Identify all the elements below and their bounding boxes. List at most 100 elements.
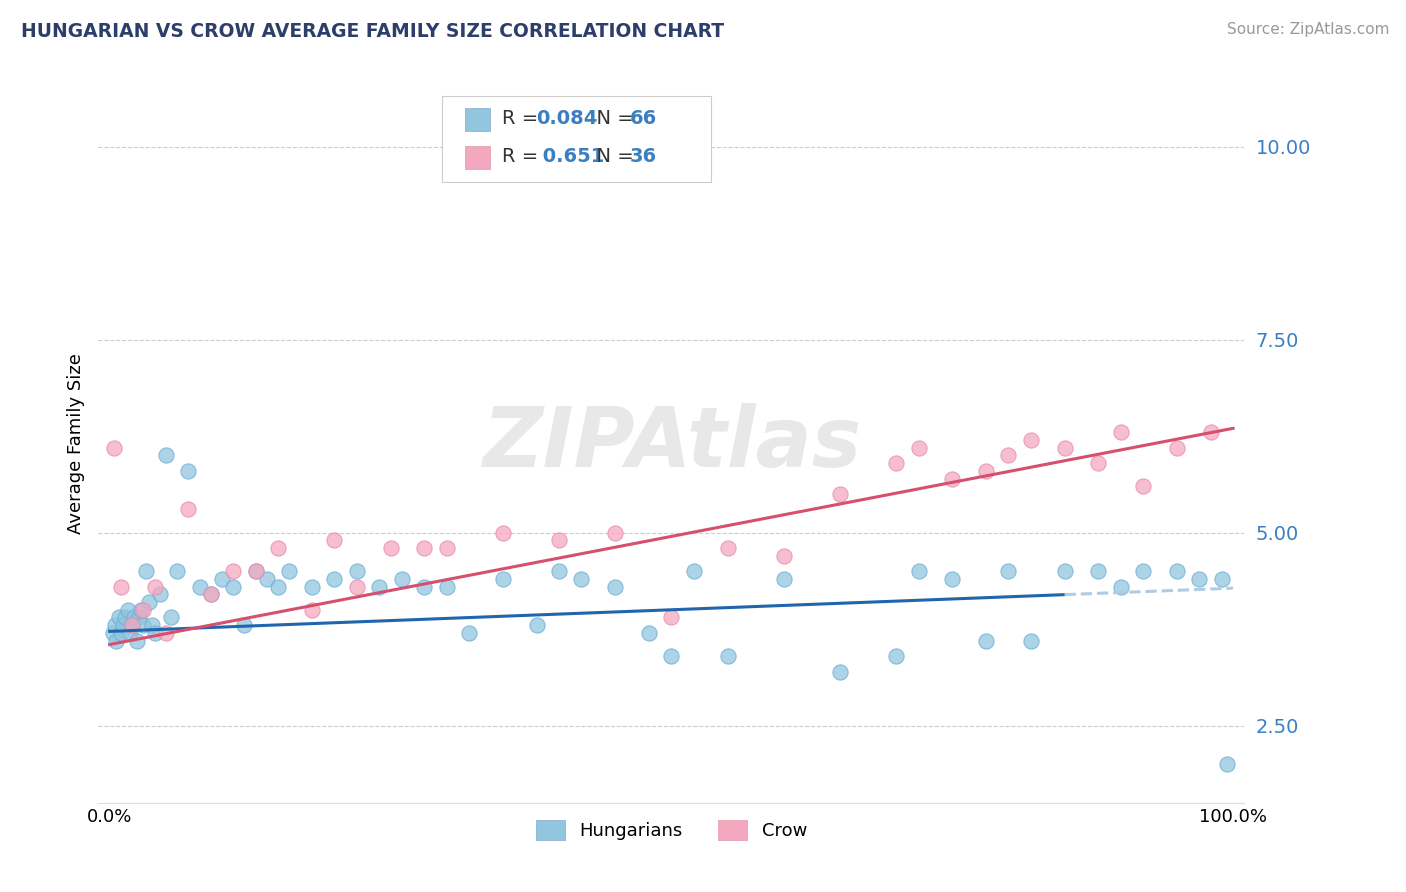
Point: [143, 580, 166, 594]
Point: [772, 572, 794, 586]
Point: [155, 626, 177, 640]
Point: [128, 610, 150, 624]
Text: R =: R =: [502, 110, 544, 128]
Point: [391, 572, 413, 586]
Point: [884, 649, 907, 664]
Point: [436, 580, 458, 594]
Point: [132, 618, 155, 632]
Point: [884, 456, 907, 470]
Point: [149, 587, 172, 601]
Point: [160, 610, 183, 624]
Point: [1188, 572, 1211, 586]
Point: [110, 626, 132, 640]
Point: [233, 618, 256, 632]
Point: [828, 487, 851, 501]
Point: [103, 441, 125, 455]
Point: [1132, 564, 1154, 578]
Point: [458, 626, 481, 640]
Point: [1109, 425, 1132, 440]
Point: [413, 580, 436, 594]
Point: [368, 580, 391, 594]
Point: [166, 564, 188, 578]
Point: [110, 580, 132, 594]
Y-axis label: Average Family Size: Average Family Size: [66, 353, 84, 534]
Point: [659, 610, 682, 624]
Point: [125, 633, 148, 648]
Point: [121, 618, 143, 632]
Point: [974, 633, 997, 648]
Point: [346, 564, 368, 578]
Point: [104, 618, 127, 632]
Point: [118, 626, 141, 640]
Text: HUNGARIAN VS CROW AVERAGE FAMILY SIZE CORRELATION CHART: HUNGARIAN VS CROW AVERAGE FAMILY SIZE CO…: [21, 22, 724, 41]
Point: [716, 541, 738, 555]
Point: [1019, 433, 1042, 447]
Point: [941, 572, 963, 586]
Text: N =: N =: [585, 110, 640, 128]
Text: 0.651: 0.651: [536, 147, 605, 166]
Point: [413, 541, 436, 555]
Point: [200, 587, 222, 601]
Point: [323, 572, 346, 586]
Legend: Hungarians, Crow: Hungarians, Crow: [529, 813, 814, 847]
Point: [1199, 425, 1222, 440]
Point: [143, 626, 166, 640]
Point: [605, 580, 627, 594]
Point: [101, 626, 124, 640]
Point: [380, 541, 402, 555]
Point: [997, 564, 1019, 578]
Point: [222, 564, 245, 578]
Point: [1019, 633, 1042, 648]
FancyBboxPatch shape: [441, 95, 711, 182]
Text: 36: 36: [630, 147, 657, 166]
Text: 66: 66: [630, 110, 658, 128]
Point: [1087, 564, 1109, 578]
Point: [267, 580, 290, 594]
Point: [1053, 564, 1076, 578]
Point: [245, 564, 267, 578]
Point: [114, 610, 136, 624]
Point: [907, 564, 929, 578]
Point: [155, 448, 177, 462]
Text: ZIPAtlas: ZIPAtlas: [482, 403, 860, 484]
Point: [941, 471, 963, 485]
Point: [682, 564, 704, 578]
FancyBboxPatch shape: [465, 145, 491, 169]
Point: [1211, 572, 1233, 586]
Point: [200, 587, 222, 601]
FancyBboxPatch shape: [465, 108, 491, 131]
Text: Source: ZipAtlas.com: Source: ZipAtlas.com: [1226, 22, 1389, 37]
Point: [245, 564, 267, 578]
Point: [997, 448, 1019, 462]
Point: [107, 610, 129, 624]
Point: [1166, 441, 1188, 455]
Point: [129, 603, 152, 617]
Point: [256, 572, 278, 586]
Point: [267, 541, 290, 555]
Point: [211, 572, 233, 586]
Point: [138, 595, 160, 609]
Point: [132, 603, 155, 617]
Point: [121, 618, 143, 632]
Point: [141, 618, 163, 632]
Text: R =: R =: [502, 147, 544, 166]
Point: [105, 633, 128, 648]
Point: [124, 610, 146, 624]
Point: [638, 626, 661, 640]
Point: [301, 603, 323, 617]
Point: [222, 580, 245, 594]
Point: [112, 618, 135, 632]
Point: [772, 549, 794, 563]
Point: [278, 564, 301, 578]
Point: [526, 618, 548, 632]
Point: [323, 533, 346, 548]
Point: [177, 502, 200, 516]
Point: [1216, 757, 1239, 772]
Point: [301, 580, 323, 594]
Point: [548, 533, 571, 548]
Point: [828, 665, 851, 679]
Point: [1166, 564, 1188, 578]
Point: [571, 572, 593, 586]
Point: [117, 603, 139, 617]
Point: [177, 464, 200, 478]
